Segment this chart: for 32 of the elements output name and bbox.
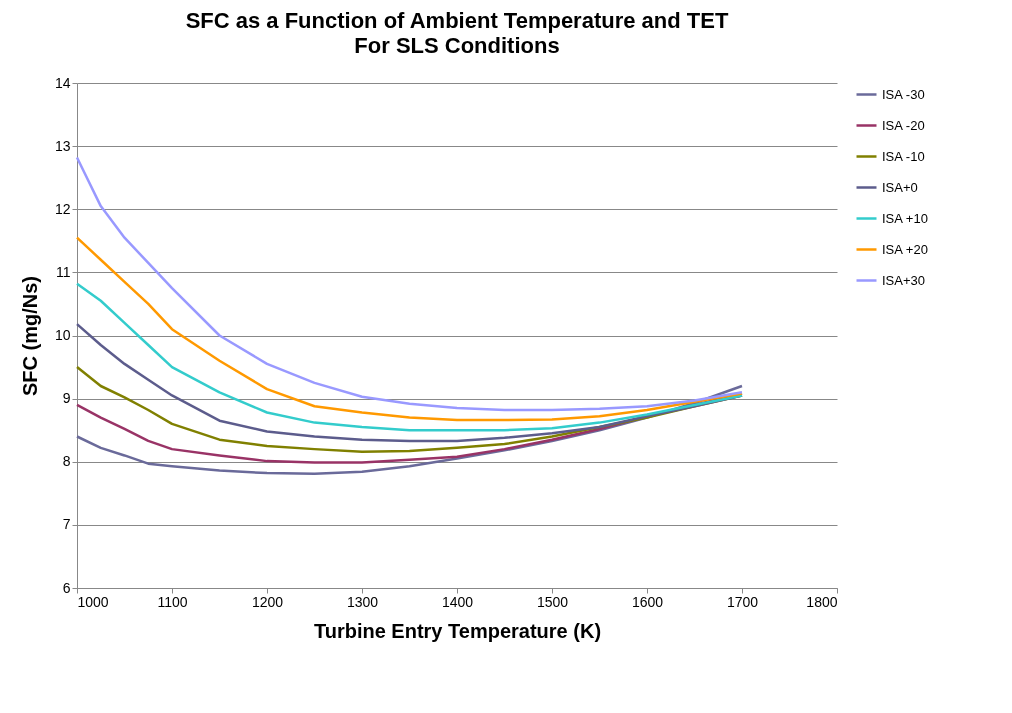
x-tick-label: 1600 bbox=[631, 593, 664, 610]
y-tick-label: 6 bbox=[62, 579, 71, 596]
legend-label: ISA +10 bbox=[882, 210, 928, 226]
x-tick-label: 1200 bbox=[251, 593, 284, 610]
x-axis-title: Turbine Entry Temperature (K) bbox=[313, 619, 602, 642]
y-tick-label: 12 bbox=[54, 200, 71, 217]
line-series bbox=[75, 282, 744, 432]
x-tick-label: 1000 bbox=[77, 593, 109, 610]
x-tick-label: 1500 bbox=[536, 593, 569, 610]
y-tick-label: 7 bbox=[62, 516, 71, 533]
legend-label: ISA -30 bbox=[882, 86, 925, 102]
legend-label: ISA -10 bbox=[882, 148, 925, 164]
x-tick-label: 1800 bbox=[806, 593, 838, 610]
chart-title: SFC as a Function of Ambient Temperature and TET bbox=[185, 8, 729, 33]
y-tick-label: 8 bbox=[62, 453, 71, 470]
line-series bbox=[75, 156, 744, 412]
line-series bbox=[75, 236, 744, 422]
x-tick-label: 1300 bbox=[346, 593, 379, 610]
legend-label: ISA+30 bbox=[882, 272, 926, 288]
legend-label: ISA +20 bbox=[882, 241, 928, 257]
legend-label: ISA -20 bbox=[882, 117, 925, 133]
x-tick-label: 1400 bbox=[441, 593, 474, 610]
x-tick-label: 1100 bbox=[157, 593, 188, 610]
y-tick-label: 11 bbox=[55, 263, 71, 280]
y-axis-title: SFC (mg/Ns) bbox=[18, 276, 41, 396]
legend-label: ISA+0 bbox=[882, 179, 918, 195]
x-tick-label: 1700 bbox=[726, 593, 759, 610]
y-tick-label: 14 bbox=[54, 74, 71, 91]
chart-subtitle: For SLS Conditions bbox=[354, 33, 560, 58]
y-tick-label: 10 bbox=[54, 327, 71, 343]
y-tick-label: 9 bbox=[62, 390, 71, 407]
y-tick-label: 13 bbox=[54, 137, 71, 154]
